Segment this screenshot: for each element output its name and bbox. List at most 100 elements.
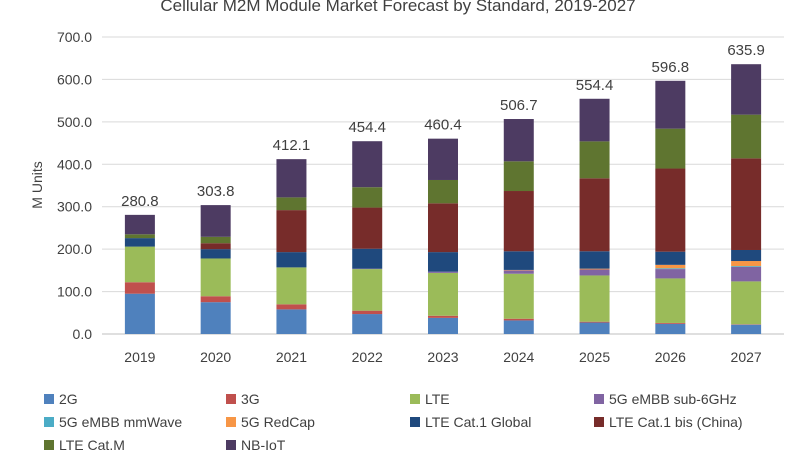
bar-total-label: 280.8 xyxy=(121,193,159,210)
bar-segment-lte-cat-1-global xyxy=(655,251,686,265)
bar-stack-2021 xyxy=(276,159,307,334)
bar-total-label: 454.4 xyxy=(348,119,386,136)
bar-segment-3g xyxy=(124,282,155,294)
bar-segment-3g xyxy=(276,304,307,310)
bar-segment-lte-cat-m xyxy=(579,141,610,179)
legend-item: 5G RedCap xyxy=(226,414,315,430)
legend-label: NB-IoT xyxy=(241,437,286,450)
legend-swatch xyxy=(226,394,236,404)
legend-label: 2G xyxy=(59,391,78,407)
bar-segment-nb-iot xyxy=(428,138,458,180)
legend-swatch xyxy=(410,417,420,427)
bar-stack-2026 xyxy=(655,80,686,334)
bar-segment-2g xyxy=(503,320,534,334)
y-tick-label: 200.0 xyxy=(57,241,92,257)
legend-swatch xyxy=(44,440,54,450)
chart-legend: 2G 3G LTE 5G eMBB sub-6GHz 5G eMBB mmWave 5G … xyxy=(44,391,743,450)
bar-stack-2019 xyxy=(124,214,155,334)
bar-segment-lte-cat-1-global xyxy=(503,251,534,270)
bar-segment-nb-iot xyxy=(731,64,762,115)
bar-segment-lte-cat-1-global xyxy=(352,248,383,269)
bar-segment-2g xyxy=(352,314,383,334)
x-axis-ticks: 2019 2020 2021 2022 2023 2024 2025 2026 2027 xyxy=(124,349,762,365)
legend-label: 5G eMBB sub-6GHz xyxy=(609,391,737,407)
bar-segment-lte-cat-1-bis-china- xyxy=(200,243,231,250)
bar-segment-lte-cat-1-bis-china- xyxy=(731,158,762,250)
bar-segment-lte-cat-m xyxy=(124,234,155,239)
bar-segment-2g xyxy=(200,302,231,334)
bar-segment-5g-embb-sub-6ghz xyxy=(503,270,534,274)
legend-item: 5G eMBB mmWave xyxy=(44,414,182,430)
bar-segment-5g-embb-sub-6ghz xyxy=(579,269,610,276)
bar-stack-2027 xyxy=(731,64,762,334)
bar-segment-nb-iot xyxy=(579,98,610,142)
legend-label: 5G RedCap xyxy=(241,414,315,430)
bar-segment-lte-cat-1-global xyxy=(124,238,155,247)
bar-segment-nb-iot xyxy=(352,141,383,188)
bar-segment-nb-iot xyxy=(200,205,231,237)
bar-segment-lte-cat-m xyxy=(276,197,307,211)
bar-total-labels: 280.8 303.8 412.1 454.4 460.4 506.7 554.4 596.8… xyxy=(121,42,765,210)
legend-swatch xyxy=(226,440,236,450)
bar-segment-5g-embb-mmwave xyxy=(655,268,686,270)
bar-segment-lte-cat-m xyxy=(731,114,762,159)
y-tick-label: 500.0 xyxy=(57,114,92,130)
x-tick-label: 2023 xyxy=(427,349,458,365)
x-tick-label: 2026 xyxy=(655,349,686,365)
y-tick-label: 600.0 xyxy=(57,71,92,87)
bar-total-label: 460.4 xyxy=(424,117,462,134)
bar-segment-lte xyxy=(428,272,458,316)
legend-item: 5G eMBB sub-6GHz xyxy=(594,391,737,407)
y-axis-title: M Units xyxy=(29,161,45,208)
bar-segment-lte-cat-m xyxy=(503,161,534,192)
bar-stack-2024 xyxy=(503,119,534,334)
bar-segment-5g-embb-sub-6ghz xyxy=(428,271,458,273)
bar-stacks xyxy=(124,64,762,334)
bar-segment-nb-iot xyxy=(655,80,686,129)
bar-segment-2g xyxy=(124,293,155,334)
legend-swatch xyxy=(594,394,604,404)
y-tick-label: 700.0 xyxy=(57,29,92,45)
bar-segment-lte xyxy=(352,269,383,311)
bar-segment-5g-redcap xyxy=(655,264,686,269)
bar-segment-lte-cat-1-bis-china- xyxy=(655,168,686,252)
bar-segment-lte xyxy=(731,281,762,325)
bar-segment-lte-cat-1-global xyxy=(276,252,307,268)
bar-segment-2g xyxy=(731,324,762,334)
x-tick-label: 2019 xyxy=(124,349,155,365)
bar-segment-2g xyxy=(276,309,307,334)
bar-segment-nb-iot xyxy=(124,214,155,235)
bar-segment-lte xyxy=(124,246,155,283)
x-tick-label: 2027 xyxy=(731,349,762,365)
x-tick-label: 2024 xyxy=(503,349,534,365)
bar-segment-nb-iot xyxy=(276,159,307,198)
bar-total-label: 554.4 xyxy=(576,77,614,94)
legend-swatch xyxy=(44,417,54,427)
y-tick-label: 0.0 xyxy=(73,326,93,342)
bar-segment-5g-embb-sub-6ghz xyxy=(731,266,762,282)
y-tick-label: 100.0 xyxy=(57,284,92,300)
y-tick-label: 300.0 xyxy=(57,199,92,215)
bar-segment-lte-cat-1-bis-china- xyxy=(428,203,458,253)
bar-segment-lte-cat-1-bis-china- xyxy=(352,207,383,249)
bar-stack-2022 xyxy=(352,141,383,334)
legend-swatch xyxy=(226,417,236,427)
bar-stack-2023 xyxy=(428,138,458,334)
legend-item: LTE Cat.1 Global xyxy=(410,414,531,430)
bar-segment-3g xyxy=(200,296,231,303)
bar-segment-lte xyxy=(276,267,307,305)
bar-segment-3g xyxy=(579,321,610,323)
chart-title: Cellular M2M Module Market Forecast by S… xyxy=(160,0,635,15)
bar-segment-lte-cat-1-bis-china- xyxy=(503,191,534,252)
y-tick-label: 400.0 xyxy=(57,156,92,172)
legend-item: LTE Cat.M xyxy=(44,437,125,450)
bar-segment-lte-cat-1-global xyxy=(579,251,610,269)
bar-total-label: 506.7 xyxy=(500,97,538,114)
bar-segment-2g xyxy=(428,317,458,334)
legend-swatch xyxy=(594,417,604,427)
legend-label: LTE Cat.1 Global xyxy=(425,414,531,430)
bar-segment-lte-cat-m xyxy=(200,236,231,244)
bar-segment-5g-embb-sub-6ghz xyxy=(655,269,686,279)
